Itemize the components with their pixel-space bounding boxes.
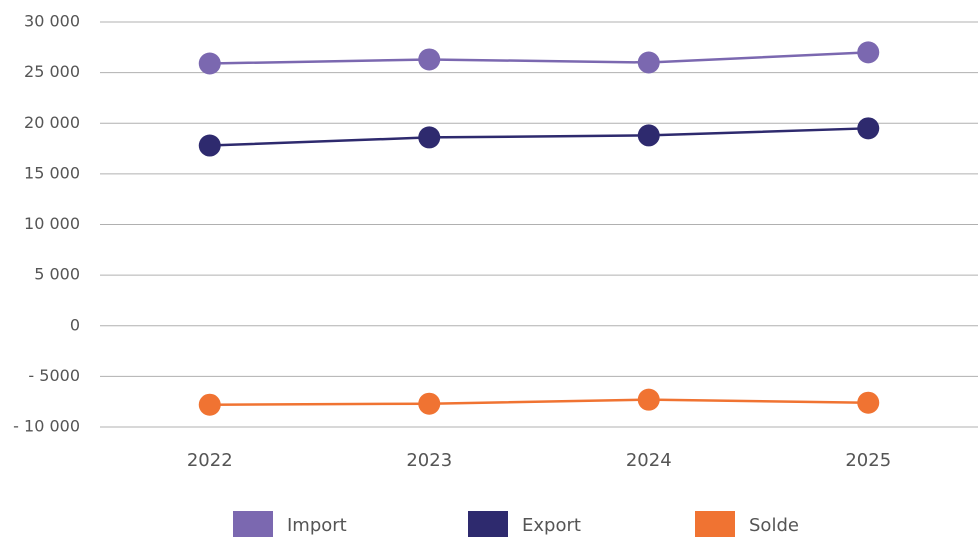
data-point [198,52,221,75]
data-point [418,392,441,415]
series-line [209,51,869,65]
data-point [857,117,880,140]
data-point [418,48,441,71]
y-tick-label: 0 [70,315,80,334]
x-tick-label: 2024 [626,450,672,471]
y-tick-label: 20 000 [24,113,80,132]
legend-label: Export [522,515,581,536]
data-point [637,124,660,147]
y-tick-label: - 10 000 [13,417,80,436]
y-tick-label: 15 000 [24,163,80,182]
x-tick-label: 2025 [845,450,891,471]
legend-swatch [468,511,508,537]
y-tick-label: 5 000 [34,265,80,284]
data-point [857,391,880,414]
legend-label: Solde [749,515,799,536]
data-point [198,134,221,157]
series-line [209,127,869,147]
x-tick-label: 2023 [406,450,452,471]
data-point [198,393,221,416]
y-tick-label: 10 000 [24,214,80,233]
legend-swatch [233,511,273,537]
y-tick-label: - 5000 [28,366,80,385]
legend-swatch [695,511,735,537]
series-line [209,398,869,406]
data-point [637,388,660,411]
y-tick-label: 25 000 [24,62,80,81]
y-tick-label: 30 000 [24,12,80,31]
data-point [857,41,880,64]
data-point [418,126,441,149]
legend-label: Import [287,515,347,536]
x-tick-label: 2022 [187,450,233,471]
data-point [637,51,660,74]
